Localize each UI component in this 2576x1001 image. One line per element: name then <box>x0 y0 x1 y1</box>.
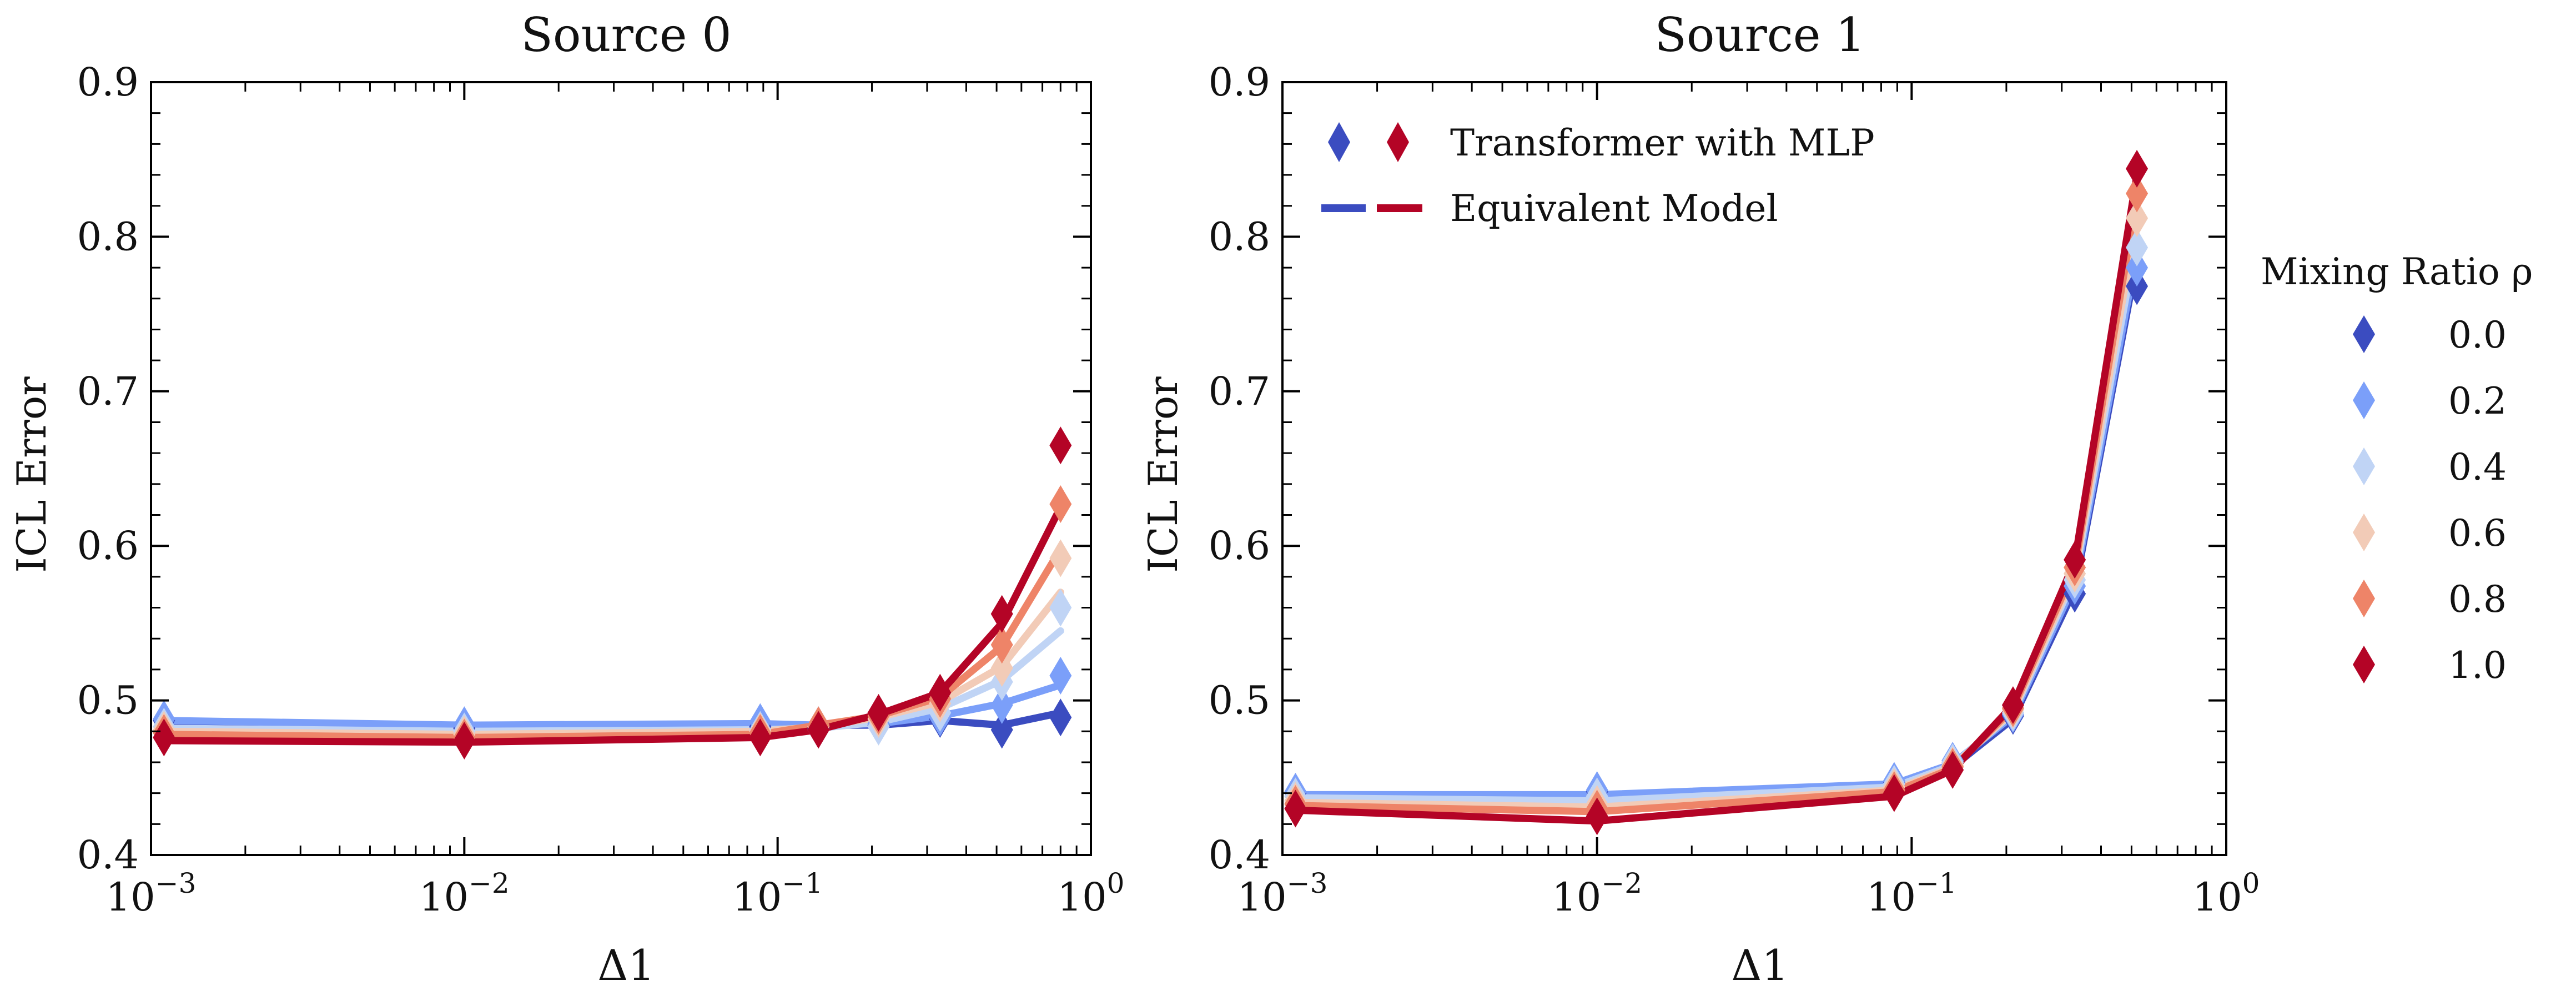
x-tick-label: 10−1 <box>1866 867 1957 920</box>
y-tick-label: 0.7 <box>77 369 139 414</box>
x-axis-label: Δ1 <box>597 940 655 990</box>
data-point <box>1586 797 1608 836</box>
data-point <box>2126 174 2149 213</box>
legend: Transformer with MLP Equivalent Model <box>1321 122 1875 230</box>
data-point <box>1049 426 1072 465</box>
mixing-ratio-marker <box>2353 646 2375 683</box>
data-point <box>929 673 952 712</box>
plot-area <box>1284 149 2149 836</box>
y-tick-label: 0.6 <box>77 523 139 569</box>
mixing-ratio-legend: Mixing Ratio ρ 0.0 0.2 0.4 0.6 0.8 1.0 <box>2261 250 2533 687</box>
data-point <box>867 693 890 732</box>
x-tick-label: 100 <box>1058 867 1125 920</box>
data-point <box>1049 698 1072 737</box>
panel-title: Source 0 <box>521 8 731 62</box>
axis-ticks <box>150 81 1092 856</box>
y-tick-label: 0.9 <box>1209 59 1270 105</box>
legend-line-label: Equivalent Model <box>1450 187 1778 230</box>
data-point <box>153 718 175 757</box>
y-tick-label: 0.9 <box>77 59 139 105</box>
data-point <box>1049 588 1072 627</box>
panel-title: Source 1 <box>1654 8 1865 62</box>
y-tick-label: 0.7 <box>1209 369 1270 414</box>
model-line-1-0 <box>160 504 1064 746</box>
mixing-ratio-marker <box>2353 580 2375 617</box>
data-point <box>2126 149 2149 188</box>
data-point <box>453 721 476 759</box>
x-tick-label: 10−1 <box>732 867 823 920</box>
data-point <box>1941 751 1964 789</box>
legend-marker-label: Transformer with MLP <box>1450 122 1875 164</box>
mixing-ratio-label: 1.0 <box>2448 644 2507 687</box>
y-tick-label: 0.4 <box>1209 832 1270 878</box>
data-point <box>990 595 1013 633</box>
axis-ticks <box>1281 81 2227 856</box>
mixing-ratio-label: 0.0 <box>2448 314 2507 356</box>
data-point <box>1049 539 1072 577</box>
x-tick-label: 10−2 <box>419 867 510 920</box>
data-point <box>2001 686 2024 724</box>
data-point <box>807 711 830 749</box>
data-point <box>1883 774 1905 812</box>
x-tick-label: 10−3 <box>106 867 197 920</box>
plot-frame <box>150 81 1092 856</box>
y-tick-label: 0.8 <box>1209 214 1270 259</box>
y-tick-label: 0.6 <box>1209 523 1270 569</box>
data-point <box>990 711 1013 749</box>
data-point <box>1284 789 1307 828</box>
data-point <box>2064 541 2086 579</box>
data-point <box>990 626 1013 664</box>
mixing-ratio-label: 0.2 <box>2448 380 2507 422</box>
x-tick-label: 100 <box>2193 867 2260 920</box>
plot-frame <box>1281 81 2227 856</box>
mixing-ratio-title: Mixing Ratio ρ <box>2261 250 2533 293</box>
mixing-ratio-marker <box>2353 514 2375 551</box>
y-tick-label: 0.4 <box>77 832 139 878</box>
mixing-ratio-marker <box>2353 315 2375 353</box>
mixing-ratio-label: 0.6 <box>2448 512 2507 555</box>
plot-area <box>153 426 1072 759</box>
y-axis-label: ICL Error <box>8 376 55 573</box>
y-tick-label: 0.5 <box>77 678 139 723</box>
data-point <box>990 686 1013 724</box>
data-point <box>2126 249 2149 287</box>
legend-marker-red <box>1387 122 1409 162</box>
data-point <box>1049 485 1072 524</box>
legend-marker-blue <box>1328 122 1350 162</box>
x-axis-label: Δ1 <box>1731 940 1788 990</box>
panel-source-1: Source 1 ICL Error Δ1 Transformer with M… <box>1140 8 2260 990</box>
data-point <box>990 649 1013 687</box>
y-tick-label: 0.5 <box>1209 678 1270 723</box>
mixing-ratio-marker <box>2353 381 2375 419</box>
data-point <box>749 718 772 757</box>
data-point <box>2126 228 2149 266</box>
data-point <box>1049 657 1072 695</box>
panel-source-0: Source 0 ICL Error Δ1 0.4 0.5 0.6 0.7 0.8 0.9… <box>8 8 1124 990</box>
mixing-ratio-marker <box>2353 447 2375 485</box>
mixing-ratio-label: 0.8 <box>2448 578 2507 621</box>
x-tick-label: 10−2 <box>1552 867 1642 920</box>
x-tick-label: 10−3 <box>1237 867 1328 920</box>
mixing-ratio-label: 0.4 <box>2448 446 2507 489</box>
data-point <box>2126 199 2149 237</box>
y-axis-label: ICL Error <box>1140 376 1186 573</box>
y-tick-label: 0.8 <box>77 214 139 259</box>
